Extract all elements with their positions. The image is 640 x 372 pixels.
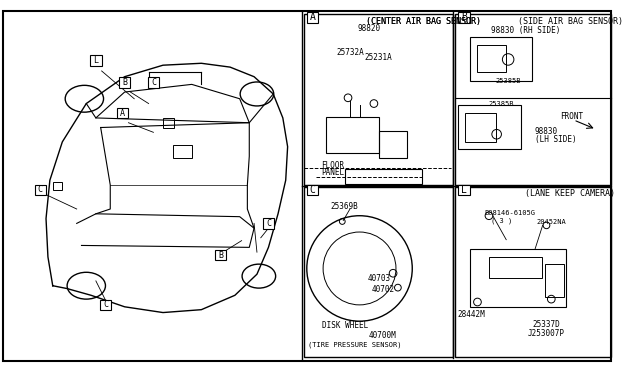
Text: (SIDE AIR BAG SENSOR): (SIDE AIR BAG SENSOR) — [518, 17, 623, 26]
Text: 20452NA: 20452NA — [536, 219, 566, 225]
Text: 98820: 98820 — [358, 24, 381, 33]
Text: DISK WHEEL: DISK WHEEL — [322, 321, 368, 330]
Bar — [458, 12, 470, 23]
Bar — [307, 185, 318, 195]
Text: 40702: 40702 — [372, 285, 395, 294]
Text: (LANE KEEP CAMERA): (LANE KEEP CAMERA) — [525, 189, 616, 198]
Text: L: L — [461, 185, 467, 195]
Text: FRONT: FRONT — [560, 112, 583, 122]
Bar — [52, 182, 62, 190]
Bar — [326, 117, 379, 153]
Bar — [262, 218, 274, 229]
Text: B08146-6105G: B08146-6105G — [484, 210, 535, 216]
Bar — [215, 250, 227, 260]
Bar — [173, 145, 192, 158]
Text: 25385B: 25385B — [489, 100, 515, 106]
Bar — [456, 187, 611, 357]
Bar — [148, 77, 159, 88]
Text: 25369B: 25369B — [331, 202, 358, 211]
Text: 25732A: 25732A — [336, 48, 364, 57]
Text: B: B — [122, 78, 127, 87]
Text: 25231A: 25231A — [365, 53, 392, 62]
Bar — [304, 187, 454, 357]
Text: (TIRE PRESSURE SENSOR): (TIRE PRESSURE SENSOR) — [308, 342, 401, 349]
Text: (CENTER AIR BAG SENSOR): (CENTER AIR BAG SENSOR) — [366, 17, 481, 26]
Bar — [470, 249, 566, 307]
Text: 40700M: 40700M — [369, 331, 397, 340]
Text: FLOOR: FLOOR — [321, 161, 344, 170]
Bar — [379, 131, 408, 158]
Bar — [470, 38, 532, 81]
Bar — [35, 185, 46, 195]
Bar — [465, 113, 495, 142]
Text: PANEL: PANEL — [321, 168, 344, 177]
Bar — [307, 12, 318, 23]
Text: 28442M: 28442M — [458, 310, 486, 319]
Bar — [458, 185, 470, 195]
Bar — [545, 264, 564, 297]
Text: 25385B: 25385B — [495, 78, 521, 84]
Bar — [163, 118, 175, 128]
Text: A: A — [310, 12, 316, 22]
Bar — [458, 105, 520, 148]
Text: 98830: 98830 — [535, 127, 558, 136]
Text: 25337D: 25337D — [532, 320, 561, 328]
Text: J253007P: J253007P — [528, 329, 565, 338]
Bar — [100, 299, 111, 310]
Bar — [456, 15, 611, 185]
Text: C: C — [38, 185, 43, 194]
Text: 40703: 40703 — [367, 273, 390, 283]
Text: B: B — [218, 250, 223, 260]
Text: B: B — [461, 12, 467, 22]
Text: C: C — [151, 78, 156, 87]
Text: ( 3 ): ( 3 ) — [491, 217, 512, 224]
Bar — [117, 108, 129, 118]
Text: A: A — [120, 109, 125, 118]
Bar — [489, 257, 541, 278]
Text: L: L — [93, 56, 99, 65]
Text: (LH SIDE): (LH SIDE) — [535, 135, 577, 144]
Text: C: C — [266, 219, 271, 228]
Text: 98830 (RH SIDE): 98830 (RH SIDE) — [491, 26, 560, 35]
Text: C: C — [103, 300, 108, 310]
Bar — [477, 45, 506, 72]
Text: C: C — [310, 185, 316, 195]
Text: (CENTER AIR BAG SENSOR): (CENTER AIR BAG SENSOR) — [366, 17, 481, 26]
Bar — [119, 77, 131, 88]
Bar — [345, 169, 422, 184]
Bar — [304, 15, 454, 185]
Bar — [90, 55, 102, 66]
